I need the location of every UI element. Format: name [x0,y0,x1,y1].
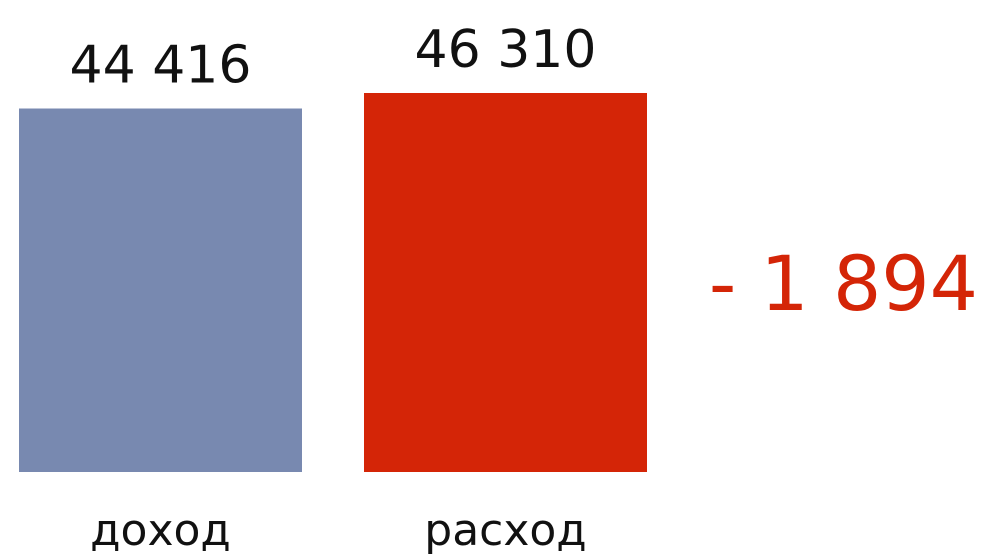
category-label: доход [90,505,231,554]
value-labels-group: 44 416 46 310 [70,20,597,96]
value-label: 44 416 [70,36,252,96]
difference-label: - 1 894 [709,239,978,328]
bar-income [19,108,302,472]
value-label: 46 310 [415,20,597,80]
category-labels-group: доход расход [90,505,587,554]
bars-group [19,93,647,472]
bar-expense [364,93,647,472]
category-label: расход [424,505,586,554]
